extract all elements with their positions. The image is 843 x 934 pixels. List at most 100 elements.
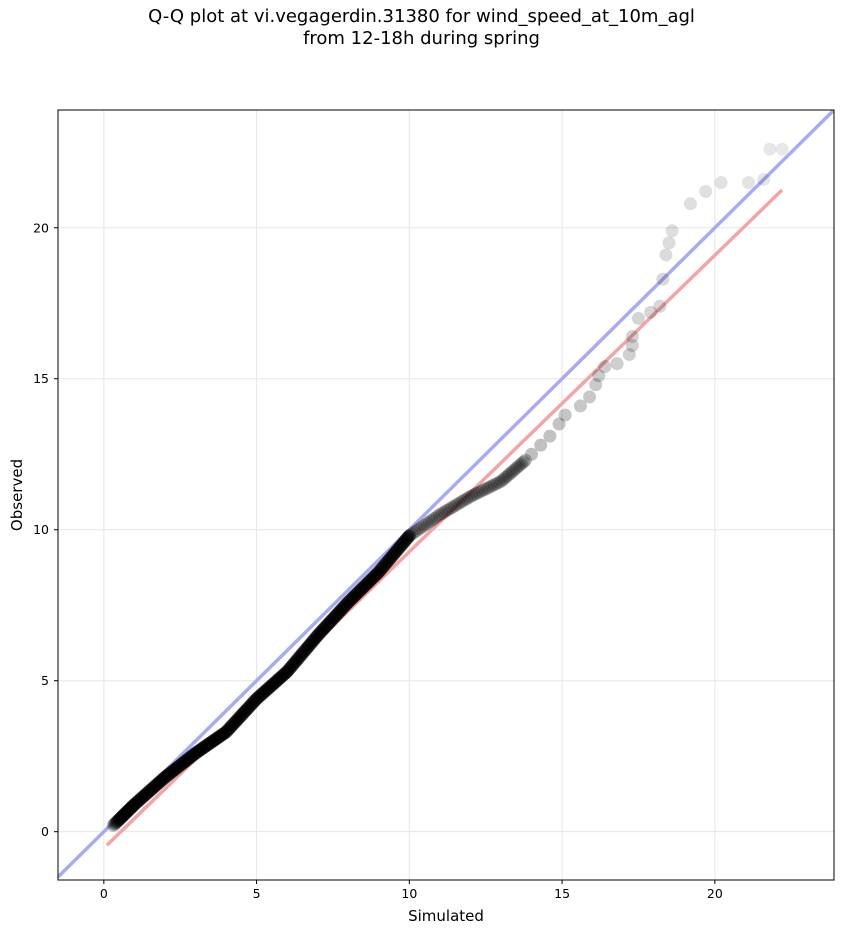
data-point <box>622 348 636 362</box>
data-point <box>324 614 338 628</box>
data-point <box>225 719 239 733</box>
data-point <box>342 594 356 608</box>
data-point <box>209 732 223 746</box>
data-point <box>188 747 202 761</box>
data-point <box>335 602 349 616</box>
data-point <box>150 777 164 791</box>
data-point <box>257 685 271 699</box>
data-point <box>382 553 396 567</box>
x-tick-label: 5 <box>253 886 261 901</box>
data-point <box>192 743 206 757</box>
chart-title-line-2: from 12-18h during spring <box>303 28 540 49</box>
data-point <box>224 720 238 734</box>
data-point <box>369 568 383 582</box>
data-point <box>271 673 285 687</box>
data-point <box>186 748 200 762</box>
data-point <box>401 531 415 545</box>
data-point <box>246 696 260 710</box>
data-point <box>332 605 346 619</box>
data-point <box>235 708 249 722</box>
data-point <box>757 172 771 186</box>
data-point <box>470 486 484 500</box>
data-point <box>534 438 548 452</box>
data-point <box>598 360 612 374</box>
data-point <box>115 810 129 824</box>
data-point <box>295 647 309 661</box>
x-axis-label: Simulated <box>408 907 484 925</box>
data-point <box>165 764 179 778</box>
data-point <box>683 197 697 211</box>
data-point <box>339 597 353 611</box>
reference-lines <box>58 110 834 879</box>
data-point <box>237 706 251 720</box>
data-point <box>265 678 279 692</box>
data-point <box>254 688 268 702</box>
data-point <box>260 683 274 697</box>
data-point <box>189 746 203 760</box>
data-point <box>166 764 180 778</box>
data-point <box>157 771 171 785</box>
axis-ticks: 0 5 10 15 20 0 5 10 15 20 <box>33 220 723 901</box>
data-point <box>417 518 431 532</box>
data-point <box>226 718 240 732</box>
data-point <box>218 726 232 740</box>
data-point <box>237 705 251 719</box>
grid-lines <box>58 110 834 880</box>
data-point <box>435 507 449 521</box>
data-point <box>164 766 178 780</box>
data-point <box>199 739 213 753</box>
data-point <box>437 505 451 519</box>
data-point <box>300 642 314 656</box>
data-point <box>164 765 178 779</box>
data-point <box>373 563 387 577</box>
data-point <box>430 510 444 524</box>
data-point <box>359 578 373 592</box>
data-point <box>316 623 330 637</box>
data-point <box>213 729 227 743</box>
data-point <box>200 738 214 752</box>
data-point <box>338 598 352 612</box>
data-point <box>290 653 304 667</box>
data-point <box>179 754 193 768</box>
data-point <box>211 730 225 744</box>
data-point <box>364 572 378 586</box>
data-point <box>184 750 198 764</box>
data-point <box>387 547 401 561</box>
data-point <box>425 513 439 527</box>
data-point <box>308 632 322 646</box>
x-tick-label: 20 <box>707 886 723 901</box>
data-point <box>302 638 316 652</box>
data-point <box>140 786 154 800</box>
data-point <box>272 672 286 686</box>
data-point <box>392 542 406 556</box>
data-point <box>141 785 155 799</box>
data-point <box>220 724 234 738</box>
data-point <box>201 737 215 751</box>
data-point <box>492 475 506 489</box>
data-point <box>313 626 327 640</box>
data-point <box>123 802 137 816</box>
data-point <box>107 817 121 831</box>
data-point <box>322 616 336 630</box>
data-point <box>317 622 331 636</box>
data-point <box>231 712 245 726</box>
data-point <box>355 581 369 595</box>
data-point <box>328 610 342 624</box>
data-point <box>266 677 280 691</box>
data-point <box>388 546 402 560</box>
data-point <box>229 714 243 728</box>
data-point <box>207 734 221 748</box>
data-point <box>125 800 139 814</box>
data-point <box>389 545 403 559</box>
data-point <box>327 611 341 625</box>
data-point <box>148 779 162 793</box>
y-tick-label: 10 <box>33 522 49 537</box>
data-point <box>396 536 410 550</box>
data-point <box>282 662 296 676</box>
data-point <box>238 704 252 718</box>
data-point <box>154 774 168 788</box>
data-point <box>253 689 267 703</box>
data-point <box>412 522 426 536</box>
data-point <box>126 799 140 813</box>
data-point <box>273 671 287 685</box>
